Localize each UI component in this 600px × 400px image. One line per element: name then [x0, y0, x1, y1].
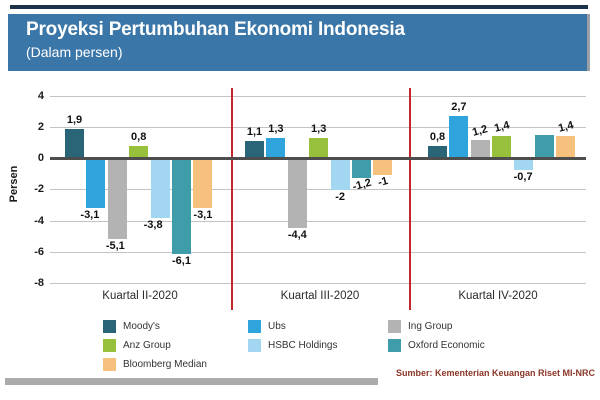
bar-value-label: 1,4	[556, 119, 575, 136]
legend-label: Bloomberg Median	[123, 359, 207, 370]
bar-value-label: -2	[335, 191, 345, 204]
gridline	[50, 127, 586, 129]
bar-value-label: -6,1	[172, 255, 191, 268]
legend-swatch	[103, 339, 116, 352]
gridline	[50, 251, 586, 253]
x-category-label: Kuartal II-2020	[102, 290, 178, 302]
bar	[129, 145, 149, 159]
gridline	[50, 96, 586, 97]
bar	[373, 159, 393, 175]
bar	[86, 159, 106, 208]
bar	[245, 141, 264, 159]
bar-value-label: -1,2	[350, 176, 373, 194]
y-tick-label: -6	[34, 245, 44, 258]
source-text: Sumber: Kementerian Keuangan Riset MI-NR…	[395, 368, 595, 378]
legend-label: HSBC Holdings	[268, 340, 338, 351]
quarter-separator-line	[231, 88, 233, 310]
bar-value-label: -3,1	[193, 208, 213, 221]
quarter-separator-line	[409, 88, 411, 310]
bar-value-label: 1,3	[268, 123, 284, 136]
bar-value-label: 1,3	[311, 123, 327, 136]
gridline	[50, 282, 586, 284]
bar	[428, 145, 447, 159]
bar	[287, 159, 307, 228]
y-tick-label: -4	[34, 214, 44, 227]
legend-swatch	[248, 320, 261, 333]
legend-swatch	[103, 358, 116, 371]
bar	[65, 128, 84, 159]
bar	[172, 159, 191, 255]
y-tick-label: 4	[37, 90, 44, 102]
x-category-label: Kuartal III-2020	[280, 290, 360, 302]
legend-swatch	[248, 339, 261, 352]
bar	[352, 159, 371, 178]
bar-value-label: 1,4	[492, 119, 511, 136]
legend-swatch	[388, 320, 401, 333]
bar-value-label: -1	[376, 174, 390, 189]
bar	[556, 136, 576, 159]
footer-bar	[5, 378, 378, 385]
bar	[535, 134, 554, 159]
bar-value-label: 0,8	[131, 130, 147, 143]
page-subtitle: (Dalam persen)	[26, 44, 123, 60]
gridline	[50, 220, 586, 222]
legend-label: Oxford Economic	[408, 340, 485, 351]
legend-label: Ubs	[268, 321, 286, 332]
top-rule	[10, 5, 588, 9]
bar	[107, 159, 127, 239]
bar-value-label: 0,8	[429, 130, 446, 143]
legend-swatch	[388, 339, 401, 352]
zero-line	[50, 157, 586, 161]
page-title: Proyeksi Pertumbuhan Ekonomi Indonesia	[26, 19, 405, 40]
bar-value-label: 2,7	[451, 101, 467, 114]
y-tick-label: 0	[37, 152, 44, 165]
legend-label: Anz Group	[123, 340, 171, 351]
y-tick-label: -2	[34, 183, 44, 196]
bar-value-label: 1,2	[471, 122, 490, 139]
y-tick-label: -8	[34, 276, 44, 289]
bar	[513, 159, 533, 171]
bar	[330, 159, 350, 191]
header: Proyeksi Pertumbuhan Ekonomi Indonesia (…	[8, 14, 590, 71]
bar-value-label: -3,1	[80, 208, 100, 221]
bar-value-label: 1,9	[66, 113, 83, 126]
bar	[266, 138, 286, 159]
bar-value-label: -0,7	[513, 171, 533, 184]
bar	[193, 159, 213, 208]
bar	[309, 138, 329, 159]
bar	[150, 159, 170, 219]
legend-label: Moody's	[123, 321, 160, 332]
legend-swatch	[103, 320, 116, 333]
bar	[449, 116, 469, 159]
legend-label: Ing Group	[408, 321, 453, 332]
bar-value-label: -4,4	[287, 228, 307, 241]
y-tick-label: 2	[37, 121, 44, 134]
bar-value-label: 1,1	[246, 126, 263, 139]
bar	[492, 136, 512, 159]
bar-value-label: -3,8	[143, 219, 163, 232]
bar-value-label: -5,1	[105, 239, 125, 252]
x-category-label: Kuartal IV-2020	[458, 290, 538, 302]
bar	[470, 139, 490, 159]
gridline	[50, 189, 586, 191]
